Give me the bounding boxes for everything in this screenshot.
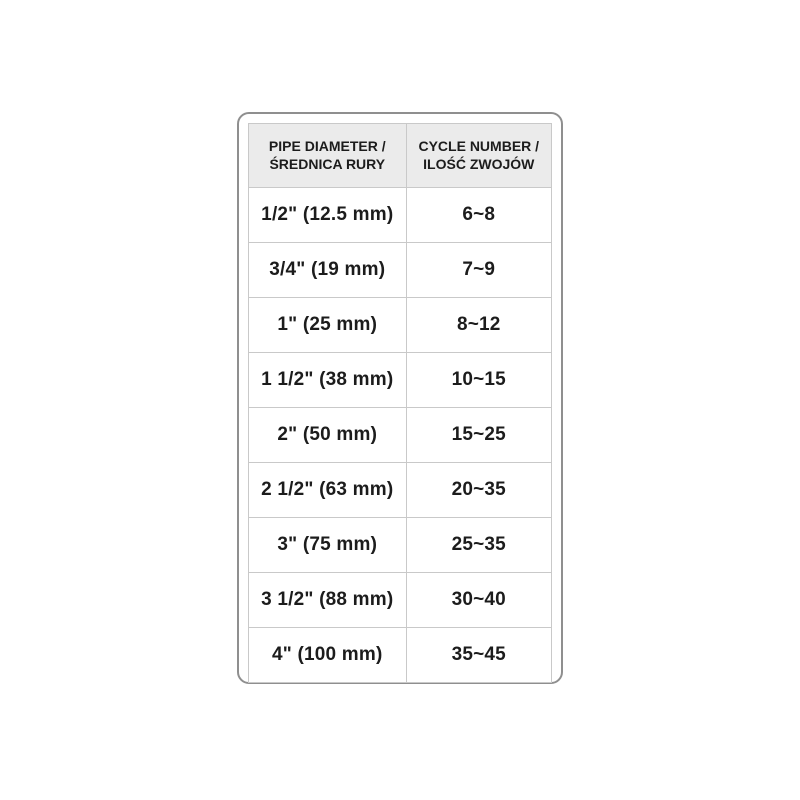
header-cycle-number-line2: ILOŚĆ ZWOJÓW bbox=[423, 155, 535, 172]
header-cycle-number: CYCLE NUMBER / ILOŚĆ ZWOJÓW bbox=[405, 123, 553, 188]
cycle-number-cell: 7~9 bbox=[405, 242, 553, 298]
table-row: 3/4" (19 mm) 7~9 bbox=[248, 242, 553, 298]
spec-table-card: PIPE DIAMETER / ŚREDNICA RURY CYCLE NUMB… bbox=[237, 112, 563, 684]
cycle-number-cell: 35~45 bbox=[405, 627, 553, 683]
header-pipe-diameter-line1: PIPE DIAMETER / bbox=[268, 138, 386, 154]
pipe-diameter-cell: 1/2" (12.5 mm) bbox=[248, 187, 407, 243]
cycle-number-cell: 8~12 bbox=[405, 297, 553, 353]
cycle-number-cell: 25~35 bbox=[405, 517, 553, 573]
table-header-row: PIPE DIAMETER / ŚREDNICA RURY CYCLE NUMB… bbox=[248, 123, 553, 188]
table-row: 4" (100 mm) 35~45 bbox=[248, 627, 553, 683]
header-cycle-number-line1: CYCLE NUMBER / bbox=[418, 138, 540, 154]
table-row: 3" (75 mm) 25~35 bbox=[248, 517, 553, 573]
table-row: 1 1/2" (38 mm) 10~15 bbox=[248, 352, 553, 408]
pipe-cycle-table: PIPE DIAMETER / ŚREDNICA RURY CYCLE NUMB… bbox=[248, 123, 553, 683]
table-row: 2 1/2" (63 mm) 20~35 bbox=[248, 462, 553, 518]
cycle-number-cell: 20~35 bbox=[405, 462, 553, 518]
cycle-number-cell: 10~15 bbox=[405, 352, 553, 408]
table-row: 3 1/2" (88 mm) 30~40 bbox=[248, 572, 553, 628]
pipe-diameter-cell: 2 1/2" (63 mm) bbox=[248, 462, 407, 518]
pipe-diameter-cell: 3/4" (19 mm) bbox=[248, 242, 407, 298]
header-pipe-diameter-line2: ŚREDNICA RURY bbox=[269, 155, 386, 172]
cycle-number-cell: 6~8 bbox=[405, 187, 553, 243]
pipe-diameter-cell: 3 1/2" (88 mm) bbox=[248, 572, 407, 628]
table-row: 1" (25 mm) 8~12 bbox=[248, 297, 553, 353]
pipe-diameter-cell: 1" (25 mm) bbox=[248, 297, 407, 353]
table-row: 1/2" (12.5 mm) 6~8 bbox=[248, 187, 553, 243]
pipe-diameter-cell: 1 1/2" (38 mm) bbox=[248, 352, 407, 408]
pipe-diameter-cell: 2" (50 mm) bbox=[248, 407, 407, 463]
header-pipe-diameter: PIPE DIAMETER / ŚREDNICA RURY bbox=[248, 123, 407, 188]
pipe-diameter-cell: 4" (100 mm) bbox=[248, 627, 407, 683]
pipe-diameter-cell: 3" (75 mm) bbox=[248, 517, 407, 573]
table-row: 2" (50 mm) 15~25 bbox=[248, 407, 553, 463]
cycle-number-cell: 30~40 bbox=[405, 572, 553, 628]
cycle-number-cell: 15~25 bbox=[405, 407, 553, 463]
